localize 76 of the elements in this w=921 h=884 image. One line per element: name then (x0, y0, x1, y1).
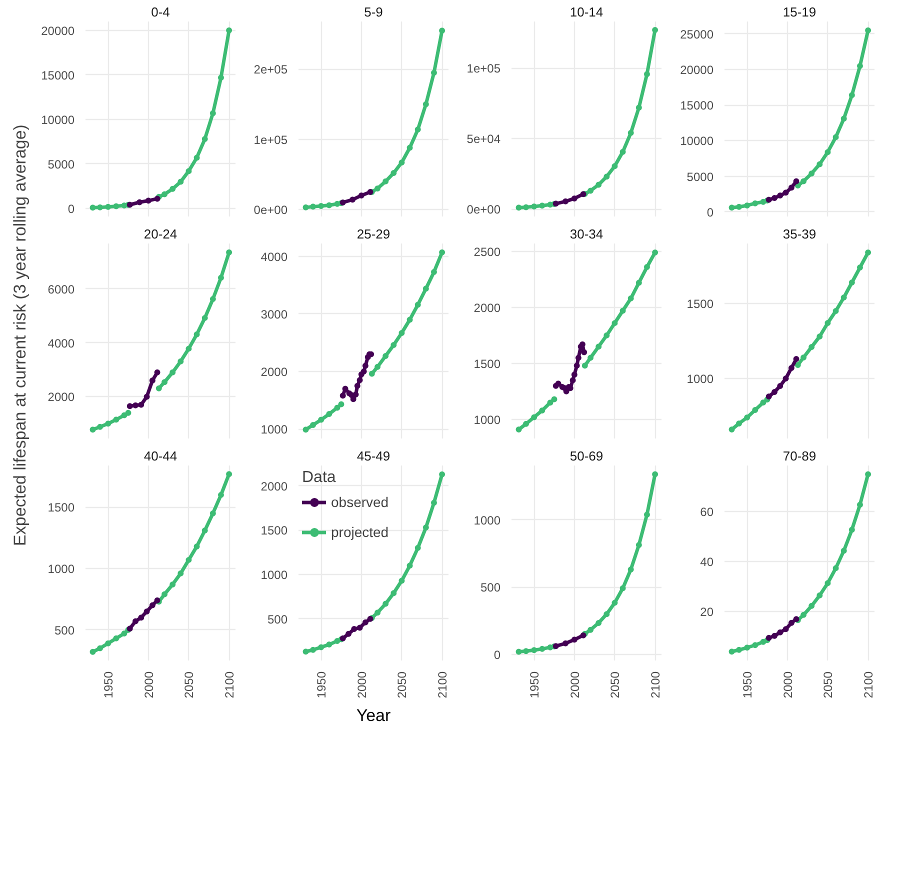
y-tick-label: 6000 (48, 282, 75, 296)
x-tick-label: 1950 (102, 671, 116, 698)
y-tick-label: 1500 (686, 297, 714, 311)
x-tick-label: 1950 (314, 671, 329, 698)
y-tick-label: 4000 (260, 250, 288, 264)
y-tick-label: 2e+05 (254, 62, 288, 77)
y-tick-label: 2000 (474, 300, 501, 315)
chart-title: 0-4 (151, 4, 170, 20)
chart-title: 5-9 (364, 4, 383, 20)
x-tick-label: 2050 (821, 671, 836, 698)
y-tick-label: 1000 (686, 372, 714, 386)
x-tick-label: 2000 (568, 671, 582, 698)
x-tick-label: 2050 (608, 671, 622, 698)
y-tick-label: 0 (68, 202, 75, 216)
y-tick-label: 500 (267, 612, 288, 626)
x-tick-label: 1950 (740, 671, 755, 698)
x-tick-label: 2000 (142, 671, 156, 698)
chart-title: 70-89 (782, 448, 816, 464)
legend-title: Data (302, 469, 337, 487)
y-tick-label: 500 (54, 623, 75, 638)
y-tick-label: 40 (700, 555, 714, 570)
x-axis-title: Year (356, 706, 392, 726)
y-tick-label: 0e+00 (254, 202, 288, 217)
y-tick-label: 2000 (48, 390, 75, 404)
y-tick-label: 20 (700, 605, 714, 620)
y-tick-label: 60 (700, 505, 714, 520)
x-tick-label: 2100 (436, 671, 450, 698)
y-axis-title: Expected lifespan at current risk (3 year rolling average) (10, 124, 30, 546)
y-tick-label: 2000 (260, 364, 288, 379)
legend-label: observed (331, 494, 389, 510)
y-tick-label: 15000 (41, 68, 75, 82)
y-tick-label: 25000 (680, 27, 714, 42)
y-tick-label: 1000 (474, 412, 501, 427)
chart-title: 10-14 (570, 4, 604, 20)
y-tick-label: 3000 (260, 307, 288, 322)
y-tick-label: 10000 (41, 112, 75, 127)
chart-title: 50-69 (570, 448, 604, 464)
y-tick-label: 1500 (260, 524, 288, 538)
chart-title: 45-49 (356, 448, 390, 464)
chart-title: 25-29 (356, 226, 390, 242)
chart-title: 20-24 (144, 226, 178, 242)
y-tick-label: 1500 (474, 356, 501, 371)
x-tick-label: 2000 (780, 671, 795, 698)
y-tick-label: 500 (480, 580, 501, 595)
legend-label: projected (331, 524, 389, 540)
x-tick-label: 2050 (182, 671, 196, 698)
y-tick-label: 10000 (680, 134, 714, 148)
x-tick-label: 2050 (395, 671, 410, 698)
y-tick-label: 0 (494, 648, 501, 662)
chart-title: 15-19 (782, 4, 816, 20)
y-tick-label: 2000 (260, 479, 288, 494)
y-tick-label: 5000 (686, 170, 714, 184)
y-tick-label: 20000 (41, 24, 75, 38)
y-tick-label: 1000 (260, 568, 288, 582)
y-tick-label: 5e+04 (466, 132, 501, 146)
y-tick-label: 1e+05 (466, 62, 501, 76)
x-tick-label: 2000 (354, 671, 369, 698)
y-tick-label: 1000 (474, 513, 501, 528)
y-tick-label: 1e+05 (254, 132, 288, 147)
chart-title: 40-44 (144, 448, 178, 464)
x-tick-label: 2100 (648, 671, 663, 698)
y-tick-label: 0e+00 (466, 202, 501, 217)
y-tick-label: 15000 (680, 98, 714, 113)
y-tick-label: 20000 (680, 63, 714, 78)
y-tick-label: 1500 (48, 500, 75, 515)
y-tick-label: 0 (706, 205, 714, 220)
chart-title: 30-34 (570, 226, 604, 242)
y-tick-label: 1000 (48, 562, 75, 576)
y-tick-label: 4000 (48, 336, 75, 350)
x-tick-label: 2100 (862, 671, 876, 698)
y-tick-label: 2500 (474, 244, 501, 259)
chart-title: 35-39 (782, 226, 816, 242)
x-tick-label: 1950 (528, 671, 542, 698)
y-tick-label: 1000 (260, 422, 288, 437)
x-tick-label: 2100 (222, 671, 237, 698)
y-tick-label: 5000 (48, 157, 75, 172)
